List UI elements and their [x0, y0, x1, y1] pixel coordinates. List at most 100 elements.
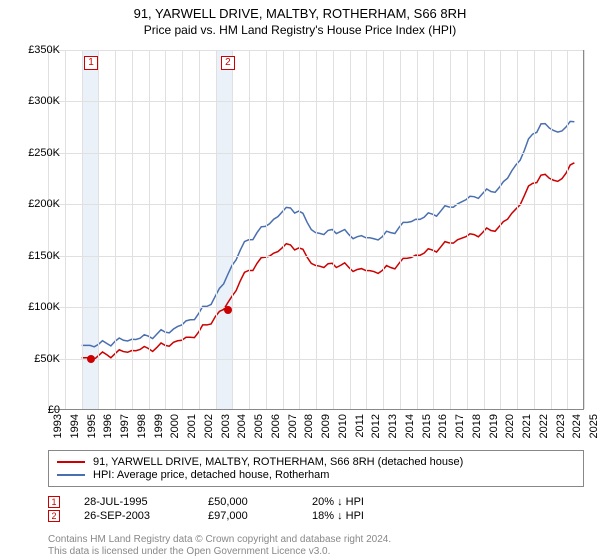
- title-address: 91, YARWELL DRIVE, MALTBY, ROTHERHAM, S6…: [0, 6, 600, 21]
- gridline-vertical: [450, 50, 451, 409]
- y-axis-label: £50K: [15, 353, 60, 365]
- gridline-vertical: [216, 50, 217, 409]
- sale-marker-box: 2: [48, 510, 60, 522]
- gridline-vertical: [400, 50, 401, 409]
- sale-date: 28-JUL-1995: [84, 496, 184, 508]
- sale-price: £97,000: [208, 510, 288, 522]
- footer-line2: This data is licensed under the Open Gov…: [48, 546, 391, 558]
- sale-row: 2 26-SEP-2003 £97,000 18% ↓ HPI: [48, 510, 584, 522]
- legend-item-price-paid: 91, YARWELL DRIVE, MALTBY, ROTHERHAM, S6…: [57, 456, 575, 468]
- footer-attribution: Contains HM Land Registry data © Crown c…: [48, 534, 391, 558]
- x-axis-label: 2002: [203, 414, 215, 438]
- x-axis-label: 2025: [588, 414, 600, 438]
- x-axis-label: 1997: [119, 414, 131, 438]
- x-axis-label: 2020: [504, 414, 516, 438]
- gridline-vertical: [283, 50, 284, 409]
- gridline-vertical: [115, 50, 116, 409]
- x-axis-label: 2023: [555, 414, 567, 438]
- gridline-vertical: [350, 50, 351, 409]
- gridline-vertical: [534, 50, 535, 409]
- gridline-vertical: [333, 50, 334, 409]
- gridline-vertical: [484, 50, 485, 409]
- x-axis-label: 2013: [387, 414, 399, 438]
- gridline-vertical: [383, 50, 384, 409]
- gridline-vertical: [517, 50, 518, 409]
- x-axis-label: 2012: [370, 414, 382, 438]
- gridline-vertical: [149, 50, 150, 409]
- sale-dot: [224, 306, 232, 314]
- sale-marker-flag: 2: [221, 56, 235, 70]
- x-axis-label: 2004: [236, 414, 248, 438]
- gridline-vertical: [232, 50, 233, 409]
- gridline-vertical: [417, 50, 418, 409]
- sale-marker-box: 1: [48, 496, 60, 508]
- legend-label-price-paid: 91, YARWELL DRIVE, MALTBY, ROTHERHAM, S6…: [93, 456, 463, 468]
- x-axis-label: 1995: [86, 414, 98, 438]
- gridline-vertical: [316, 50, 317, 409]
- sale-date: 26-SEP-2003: [84, 510, 184, 522]
- y-axis-label: £350K: [15, 44, 60, 56]
- x-axis-label: 2011: [354, 414, 366, 438]
- x-axis-label: 1996: [102, 414, 114, 438]
- legend-box: 91, YARWELL DRIVE, MALTBY, ROTHERHAM, S6…: [48, 450, 584, 487]
- legend-swatch-price-paid: [57, 461, 85, 463]
- x-axis-label: 2005: [253, 414, 265, 438]
- gridline-vertical: [433, 50, 434, 409]
- chart-container: 91, YARWELL DRIVE, MALTBY, ROTHERHAM, S6…: [0, 0, 600, 560]
- legend-label-hpi: HPI: Average price, detached house, Roth…: [93, 469, 329, 481]
- x-axis-label: 2014: [404, 414, 416, 438]
- x-axis-label: 2022: [538, 414, 550, 438]
- gridline-vertical: [366, 50, 367, 409]
- y-axis-label: £250K: [15, 147, 60, 159]
- gridline-vertical: [132, 50, 133, 409]
- gridline-vertical: [467, 50, 468, 409]
- x-axis-label: 2007: [287, 414, 299, 438]
- y-axis-label: £100K: [15, 301, 60, 313]
- gridline-vertical: [82, 50, 83, 409]
- x-axis-label: 2001: [186, 414, 198, 438]
- sale-row: 1 28-JUL-1995 £50,000 20% ↓ HPI: [48, 496, 584, 508]
- gridline-vertical: [567, 50, 568, 409]
- x-axis-label: 2006: [270, 414, 282, 438]
- gridline-vertical: [584, 50, 585, 409]
- gridline-vertical: [182, 50, 183, 409]
- x-axis-label: 2015: [421, 414, 433, 438]
- x-axis-label: 1998: [136, 414, 148, 438]
- legend-item-hpi: HPI: Average price, detached house, Roth…: [57, 469, 575, 481]
- x-axis-label: 2000: [169, 414, 181, 438]
- title-block: 91, YARWELL DRIVE, MALTBY, ROTHERHAM, S6…: [0, 0, 600, 37]
- sale-price: £50,000: [208, 496, 288, 508]
- x-axis-label: 2021: [521, 414, 533, 438]
- sale-dot: [87, 355, 95, 363]
- gridline-vertical: [65, 50, 66, 409]
- x-axis-label: 2008: [303, 414, 315, 438]
- x-axis-label: 2017: [454, 414, 466, 438]
- x-axis-label: 1994: [69, 414, 81, 438]
- legend-swatch-hpi: [57, 474, 85, 476]
- y-axis-label: £150K: [15, 250, 60, 262]
- x-axis-label: 2003: [220, 414, 232, 438]
- gridline-vertical: [199, 50, 200, 409]
- gridline-vertical: [551, 50, 552, 409]
- sales-table: 1 28-JUL-1995 £50,000 20% ↓ HPI 2 26-SEP…: [48, 494, 584, 524]
- gridline-vertical: [266, 50, 267, 409]
- sale-marker-flag: 1: [84, 56, 98, 70]
- y-axis-label: £200K: [15, 198, 60, 210]
- x-axis-label: 2009: [320, 414, 332, 438]
- gridline-vertical: [165, 50, 166, 409]
- title-subtitle: Price paid vs. HM Land Registry's House …: [0, 23, 600, 37]
- chart-plot-area: 12: [48, 50, 584, 410]
- x-axis-label: 2018: [471, 414, 483, 438]
- y-axis-label: £300K: [15, 95, 60, 107]
- sale-delta: 18% ↓ HPI: [312, 510, 364, 522]
- x-axis-label: 1993: [52, 414, 64, 438]
- gridline-vertical: [299, 50, 300, 409]
- x-axis-label: 2016: [437, 414, 449, 438]
- x-axis-label: 1999: [153, 414, 165, 438]
- x-axis-label: 2019: [488, 414, 500, 438]
- sale-delta: 20% ↓ HPI: [312, 496, 364, 508]
- x-axis-label: 2024: [571, 414, 583, 438]
- gridline-vertical: [500, 50, 501, 409]
- gridline-vertical: [98, 50, 99, 409]
- footer-line1: Contains HM Land Registry data © Crown c…: [48, 534, 391, 546]
